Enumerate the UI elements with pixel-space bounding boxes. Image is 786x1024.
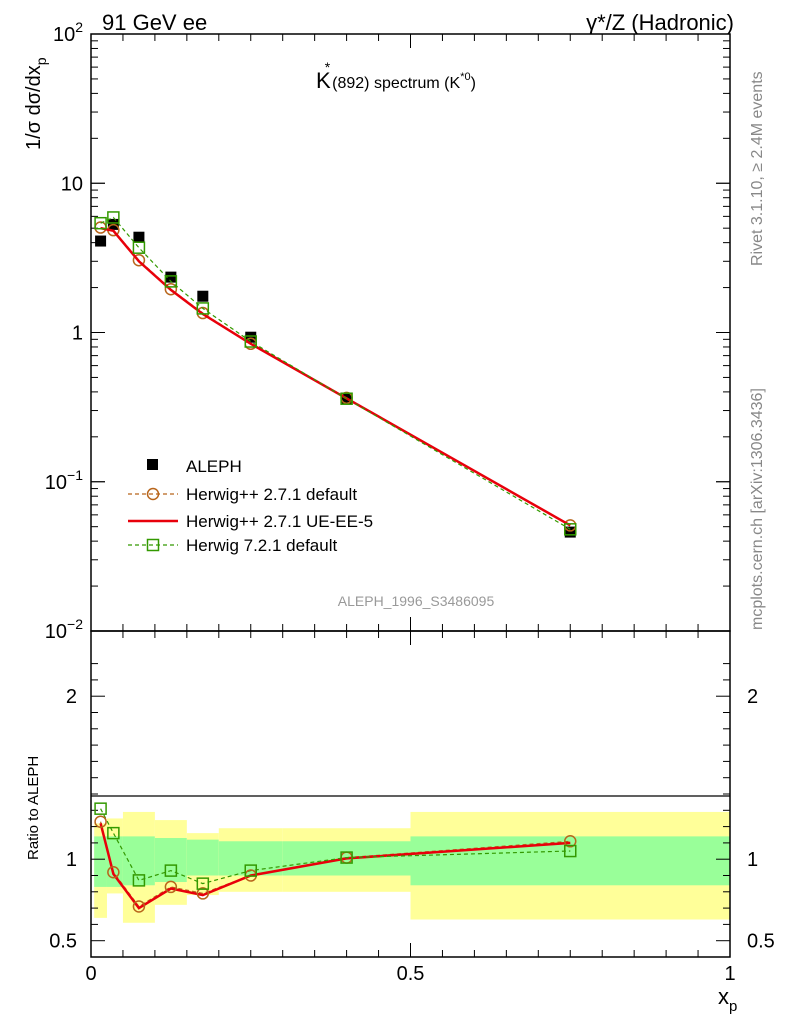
herwigpp-default-point <box>164 282 178 296</box>
header-right-title: γ*/Z (Hadronic) <box>586 10 734 35</box>
legend-marker-herwigpp-default <box>146 487 160 501</box>
ratio-inner-band <box>410 836 730 886</box>
main-ytick-label-base: 10 <box>45 472 67 494</box>
ratio-plot: 0.5 0.5 1 1 2 2 0 0.5 1 Ratio to ALEPH xp <box>25 630 775 1015</box>
ratio-ytick-label-right: 1 <box>747 849 758 871</box>
herwig7-default-point <box>94 216 107 230</box>
herwig7-default-point <box>340 392 353 405</box>
ratio-ticks: 0.5 0.5 1 1 2 2 0 0.5 1 <box>49 631 775 985</box>
legend: ALEPH Herwig++ 2.7.1 default Herwig++ 2.… <box>128 457 373 555</box>
ratio-plot-frame <box>90 630 731 958</box>
main-ylabel: 1/σ dσ/dxp <box>23 57 49 150</box>
main-ytick-label: 10−2 <box>45 616 83 643</box>
herwigpp-default-point <box>132 253 146 267</box>
main-ylabel-text: 1/σ dσ/dx <box>23 65 45 150</box>
main-series <box>94 211 577 538</box>
aleph-data-point <box>197 290 209 302</box>
ratio-bands <box>94 811 730 923</box>
aleph-data-point <box>133 231 145 243</box>
ratio-xtick-label: 0 <box>85 963 96 985</box>
ratio-herwigpp-ueee5-line <box>99 822 571 910</box>
main-ytick-label-exp: −2 <box>67 616 83 632</box>
ratio-xtick-label: 1 <box>724 963 735 985</box>
ratio-herwig7-default-point <box>107 826 120 840</box>
legend-label-herwigpp-ueee5: Herwig++ 2.7.1 UE-EE-5 <box>186 512 373 531</box>
aleph-data-point <box>564 526 576 538</box>
main-ytick-label: 1 <box>72 323 83 345</box>
series-3-line <box>100 216 571 530</box>
plot-title-rest: (892) spectrum (K <box>332 75 460 92</box>
ratio-herwigpp-default-point <box>564 835 577 848</box>
main-ytick-label: 10−1 <box>45 467 83 494</box>
ratio-xlabel-text: x <box>718 984 729 1009</box>
herwig7-default-point <box>564 523 577 536</box>
ratio-herwigpp-default-point <box>164 880 178 894</box>
ratio-herwig7-default-point <box>564 844 577 858</box>
ratio-inner-band <box>94 836 107 887</box>
aleph-data-point <box>165 271 177 283</box>
ratio-herwigpp-default-point <box>94 815 107 828</box>
ratio-herwig7-default-point <box>132 874 146 887</box>
main-ytick-label-base: 10 <box>53 24 75 46</box>
ratio-xlabel-sub: p <box>729 998 737 1015</box>
aleph-data-point <box>245 331 257 343</box>
header-left-title: 91 GeV ee <box>102 10 207 35</box>
plot-title-close: ) <box>471 75 476 92</box>
herwigpp-default-point <box>94 221 107 234</box>
legend-label-herwigpp-default: Herwig++ 2.7.1 default <box>186 485 357 504</box>
legend-label-aleph: ALEPH <box>186 457 242 476</box>
ratio-ytick-label-right: 2 <box>747 686 758 708</box>
plot-title: K*(892) spectrum (K*0) <box>316 59 476 93</box>
herwigpp-ueee5-line <box>100 226 571 527</box>
main-ytick-label-base: 10 <box>45 621 67 643</box>
ratio-series-2-line <box>100 808 571 885</box>
ratio-ytick-label-left: 0.5 <box>49 931 77 953</box>
ratio-ytick-label-right: 0.5 <box>747 931 775 953</box>
herwig7-default-point <box>196 302 210 315</box>
legend-label-herwig7-default: Herwig 7.2.1 default <box>186 536 337 555</box>
ratio-ytick-label-left: 1 <box>66 849 77 871</box>
main-ytick-label: 10 <box>61 173 83 195</box>
ratio-series <box>94 802 577 913</box>
main-ytick-label: 102 <box>53 19 83 46</box>
ratio-herwig7-default-point <box>164 864 178 877</box>
herwig7-default-point <box>164 275 178 288</box>
main-ytick-label-exp: −1 <box>67 467 83 483</box>
main-ylabel-sub: p <box>33 57 49 65</box>
legend-marker-herwig7-default <box>146 538 160 552</box>
mcplots-label: mcplots.cern.ch [arXiv:1306.3436] <box>749 388 766 630</box>
ratio-xlabel: xp <box>718 984 737 1015</box>
ratio-herwig7-default-point <box>196 877 210 890</box>
plot-title-main: K <box>316 68 331 93</box>
plot-title-rest-sup: *0 <box>460 71 470 83</box>
analysis-watermark: ALEPH_1996_S3486095 <box>338 593 495 609</box>
ratio-ylabel: Ratio to ALEPH <box>25 756 42 860</box>
ratio-herwig7-default-point <box>94 802 107 815</box>
herwig7-default-point <box>244 335 257 348</box>
ratio-inner-band <box>186 839 219 876</box>
legend-marker-aleph <box>147 459 158 470</box>
ratio-herwigpp-default-point <box>132 900 146 913</box>
ratio-herwigpp-default-point <box>196 887 210 900</box>
rivet-label: Rivet 3.1.10, ≥ 2.4M events <box>749 71 766 266</box>
herwig7-default-point <box>107 211 120 224</box>
ratio-ytick-label-left: 2 <box>66 686 77 708</box>
ratio-herwig7-default-point <box>340 851 353 864</box>
plot-title-sup: * <box>325 59 331 75</box>
herwig7-default-point <box>132 241 146 254</box>
ratio-xtick-label: 0.5 <box>397 963 425 985</box>
ratio-herwig7-default-point <box>244 864 257 877</box>
ratio-herwigpp-default-point <box>107 865 120 879</box>
main-ytick-label-exp: 2 <box>75 19 83 35</box>
aleph-data-point <box>95 235 107 247</box>
